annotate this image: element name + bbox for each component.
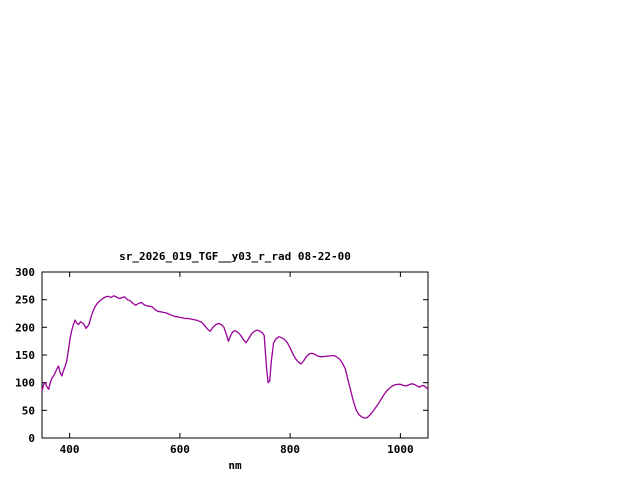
y-tick-label: 200 [15, 321, 35, 334]
y-tick-label: 50 [22, 404, 35, 417]
y-tick-label: 250 [15, 294, 35, 307]
y-tick-label: 300 [15, 266, 35, 279]
y-tick-label: 100 [15, 377, 35, 390]
x-tick-label: 600 [170, 443, 190, 456]
x-axis-label: nm [228, 459, 242, 472]
spectrum-line [41, 295, 429, 419]
x-tick-label: 400 [60, 443, 80, 456]
y-tick-label: 0 [28, 432, 35, 445]
x-tick-label: 1000 [387, 443, 414, 456]
y-tick-label: 150 [15, 349, 35, 362]
chart-title: sr_2026_019_TGF__y03_r_rad 08-22-00 [119, 250, 351, 263]
plot-border [41, 271, 429, 439]
x-tick-label: 800 [280, 443, 300, 456]
